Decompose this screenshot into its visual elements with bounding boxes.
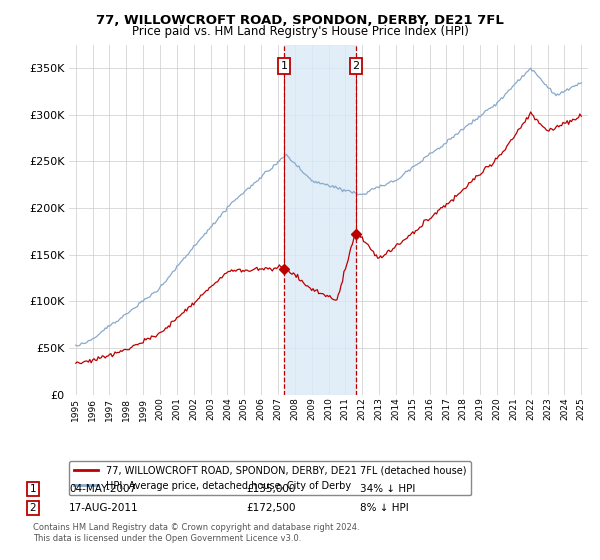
Text: Contains HM Land Registry data © Crown copyright and database right 2024.: Contains HM Land Registry data © Crown c… xyxy=(33,523,359,532)
Text: 1: 1 xyxy=(280,61,287,71)
Text: 17-AUG-2011: 17-AUG-2011 xyxy=(69,503,139,513)
Bar xyxy=(284,45,356,395)
Text: This data is licensed under the Open Government Licence v3.0.: This data is licensed under the Open Gov… xyxy=(33,534,301,543)
Text: £172,500: £172,500 xyxy=(246,503,296,513)
Text: 34% ↓ HPI: 34% ↓ HPI xyxy=(360,484,415,494)
Legend: 77, WILLOWCROFT ROAD, SPONDON, DERBY, DE21 7FL (detached house), HPI: Average pr: 77, WILLOWCROFT ROAD, SPONDON, DERBY, DE… xyxy=(68,461,471,496)
Text: £135,000: £135,000 xyxy=(246,484,295,494)
Text: 2: 2 xyxy=(352,61,359,71)
Text: 2: 2 xyxy=(29,503,37,513)
Text: Price paid vs. HM Land Registry's House Price Index (HPI): Price paid vs. HM Land Registry's House … xyxy=(131,25,469,38)
Text: 77, WILLOWCROFT ROAD, SPONDON, DERBY, DE21 7FL: 77, WILLOWCROFT ROAD, SPONDON, DERBY, DE… xyxy=(96,14,504,27)
Text: 04-MAY-2007: 04-MAY-2007 xyxy=(69,484,136,494)
Text: 1: 1 xyxy=(29,484,37,494)
Text: 8% ↓ HPI: 8% ↓ HPI xyxy=(360,503,409,513)
